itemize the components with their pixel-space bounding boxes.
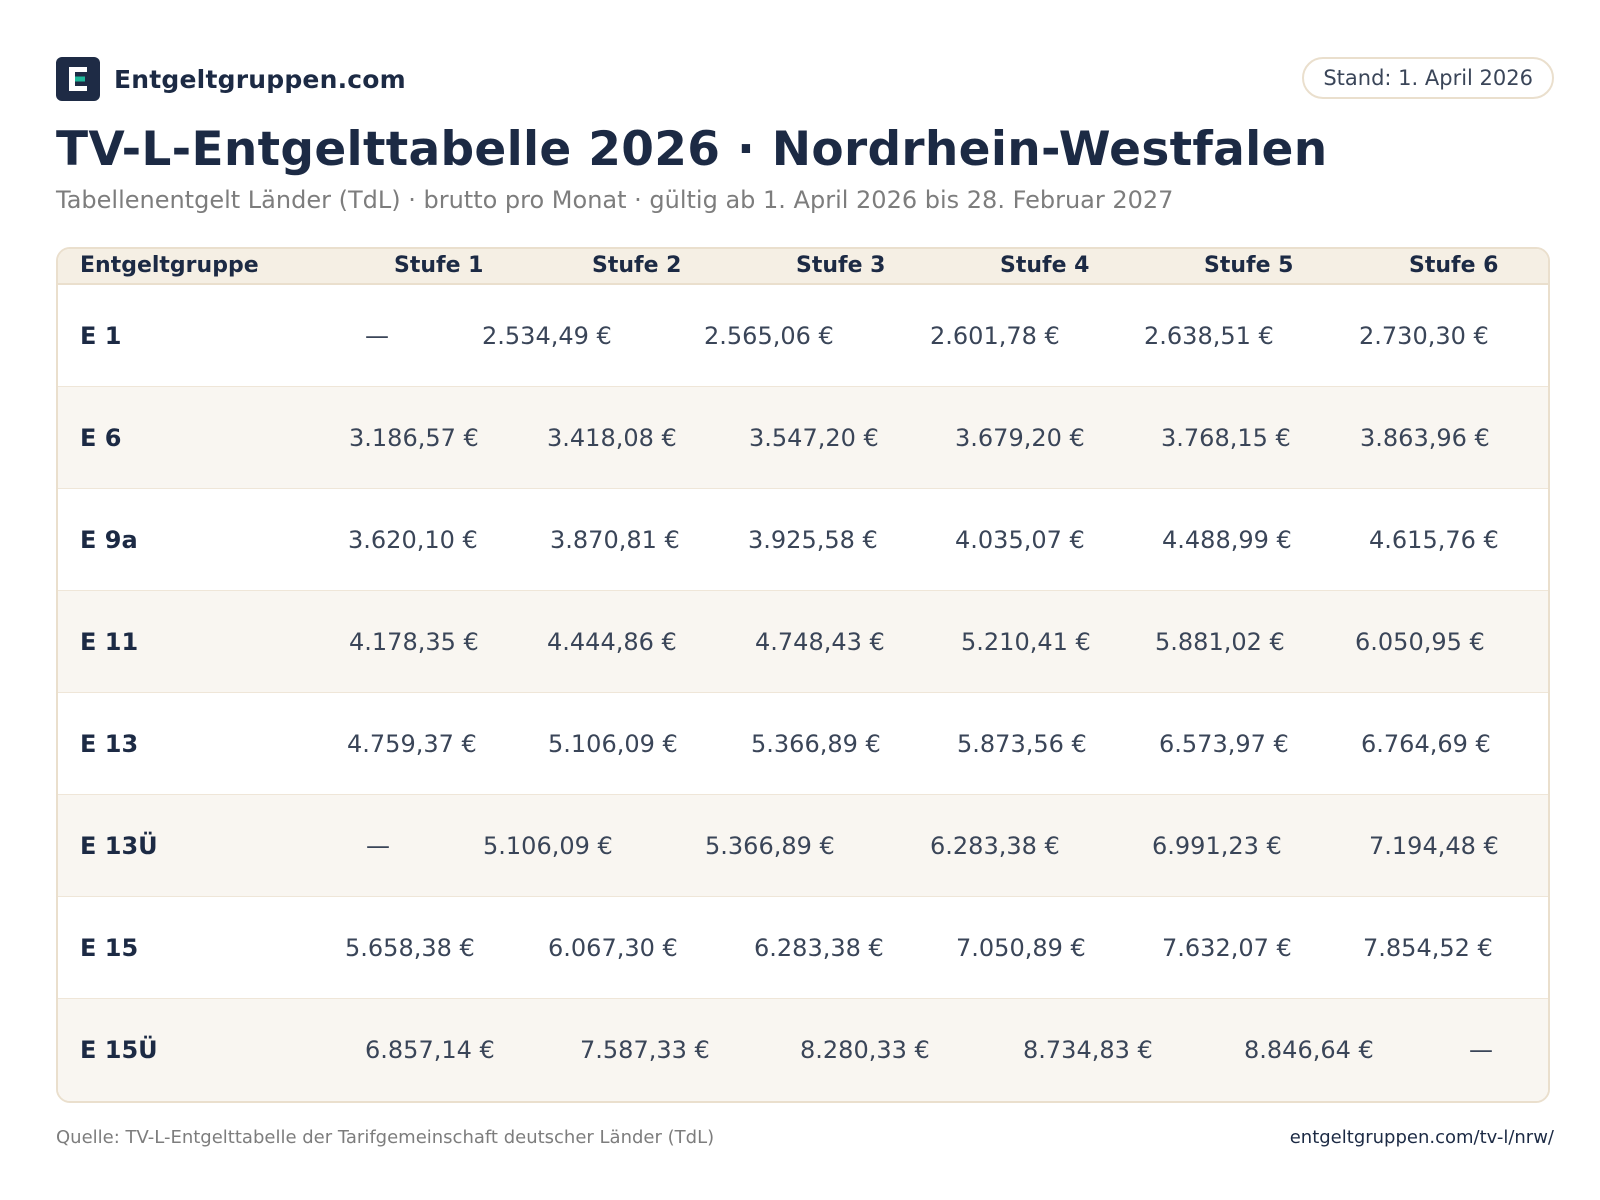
table-row: E 1 — 2.534,49 € 2.565,06 € 2.601,78 € 2… [58,285,1548,387]
brand-name: Entgeltgruppen.com [114,64,406,94]
column-header-stufe-1: Stufe 1 [394,253,484,278]
value-cell: 6.283,38 € [930,832,1060,860]
value-cell: 6.991,23 € [1152,832,1282,860]
value-cell: 3.925,58 € [748,526,878,554]
value-cell: 3.679,20 € [955,424,1085,452]
value-cell: 7.632,07 € [1162,934,1292,962]
value-cell: 6.067,30 € [548,934,678,962]
value-cell: 5.106,09 € [483,832,613,860]
value-cell: 3.768,15 € [1161,424,1291,452]
value-cell: — [1469,1036,1493,1064]
value-cell: 8.280,33 € [800,1036,930,1064]
value-cell: 2.730,30 € [1359,322,1489,350]
value-cell: 5.873,56 € [957,730,1087,758]
group-cell: E 6 [80,424,122,452]
source-url-link[interactable]: entgeltgruppen.com/tv-l/nrw/ [1289,1127,1554,1148]
table-header-row: Entgeltgruppe Stufe 1 Stufe 2 Stufe 3 St… [58,249,1548,285]
value-cell: 4.035,07 € [955,526,1085,554]
source-note: Quelle: TV-L-Entgelttabelle der Tarifgem… [56,1127,715,1148]
table-row: E 13 4.759,37 € 5.106,09 € 5.366,89 € 5.… [58,693,1548,795]
value-cell: 5.881,02 € [1155,628,1285,656]
column-header-stufe-3: Stufe 3 [796,253,886,278]
page-subtitle: Tabellenentgelt Länder (TdL) · brutto pr… [56,186,1174,214]
value-cell: 3.870,81 € [550,526,680,554]
group-cell: E 1 [80,322,122,350]
table-row: E 15 5.658,38 € 6.067,30 € 6.283,38 € 7.… [58,897,1548,999]
salary-table: Entgeltgruppe Stufe 1 Stufe 2 Stufe 3 St… [56,247,1550,1103]
group-cell: E 9a [80,526,138,554]
value-cell: 3.186,57 € [349,424,479,452]
group-cell: E 15Ü [80,1036,158,1064]
column-header-stufe-5: Stufe 5 [1204,253,1294,278]
value-cell: 5.210,41 € [961,628,1091,656]
value-cell: 4.615,76 € [1369,526,1499,554]
value-cell: 7.854,52 € [1363,934,1493,962]
value-cell: 5.106,09 € [548,730,678,758]
value-cell: 4.748,43 € [755,628,885,656]
value-cell: 6.283,38 € [754,934,884,962]
value-cell: 8.846,64 € [1244,1036,1374,1064]
value-cell: 2.601,78 € [930,322,1060,350]
value-cell: 4.178,35 € [349,628,479,656]
column-header-stufe-2: Stufe 2 [592,253,682,278]
value-cell: 3.863,96 € [1360,424,1490,452]
value-cell: 4.488,99 € [1162,526,1292,554]
value-cell: 4.444,86 € [547,628,677,656]
table-row: E 11 4.178,35 € 4.444,86 € 4.748,43 € 5.… [58,591,1548,693]
value-cell: 3.547,20 € [749,424,879,452]
group-cell: E 13Ü [80,832,158,860]
column-header-stufe-6: Stufe 6 [1409,253,1499,278]
group-cell: E 11 [80,628,139,656]
value-cell: 7.194,48 € [1369,832,1499,860]
column-header-stufe-4: Stufe 4 [1000,253,1090,278]
value-cell: 6.764,69 € [1361,730,1491,758]
page-title: TV-L-Entgelttabelle 2026 · Nordrhein-Wes… [56,122,1328,177]
column-header-entgeltgruppe: Entgeltgruppe [80,253,259,278]
stand-badge: Stand: 1. April 2026 [1302,57,1554,99]
value-cell: 8.734,83 € [1023,1036,1153,1064]
value-cell: — [366,832,390,860]
value-cell: 5.366,89 € [751,730,881,758]
group-cell: E 15 [80,934,139,962]
value-cell: 5.658,38 € [345,934,475,962]
value-cell: 2.638,51 € [1144,322,1274,350]
table-row: E 13Ü — 5.106,09 € 5.366,89 € 6.283,38 €… [58,795,1548,897]
value-cell: 6.050,95 € [1355,628,1485,656]
value-cell: 2.534,49 € [482,322,612,350]
value-cell: 7.050,89 € [956,934,1086,962]
table-body: E 1 — 2.534,49 € 2.565,06 € 2.601,78 € 2… [58,285,1548,1101]
group-cell: E 13 [80,730,139,758]
value-cell: 3.418,08 € [547,424,677,452]
value-cell: 5.366,89 € [705,832,835,860]
entgeltgruppen-logo-e-icon [56,57,100,101]
table-row: E 9a 3.620,10 € 3.870,81 € 3.925,58 € 4.… [58,489,1548,591]
brand[interactable]: Entgeltgruppen.com [56,57,406,101]
value-cell: 4.759,37 € [347,730,477,758]
value-cell: 3.620,10 € [348,526,478,554]
value-cell: — [365,322,389,350]
table-row: E 15Ü 6.857,14 € 7.587,33 € 8.280,33 € 8… [58,999,1548,1101]
value-cell: 6.857,14 € [365,1036,495,1064]
value-cell: 7.587,33 € [580,1036,710,1064]
table-row: E 6 3.186,57 € 3.418,08 € 3.547,20 € 3.6… [58,387,1548,489]
value-cell: 6.573,97 € [1159,730,1289,758]
value-cell: 2.565,06 € [704,322,834,350]
